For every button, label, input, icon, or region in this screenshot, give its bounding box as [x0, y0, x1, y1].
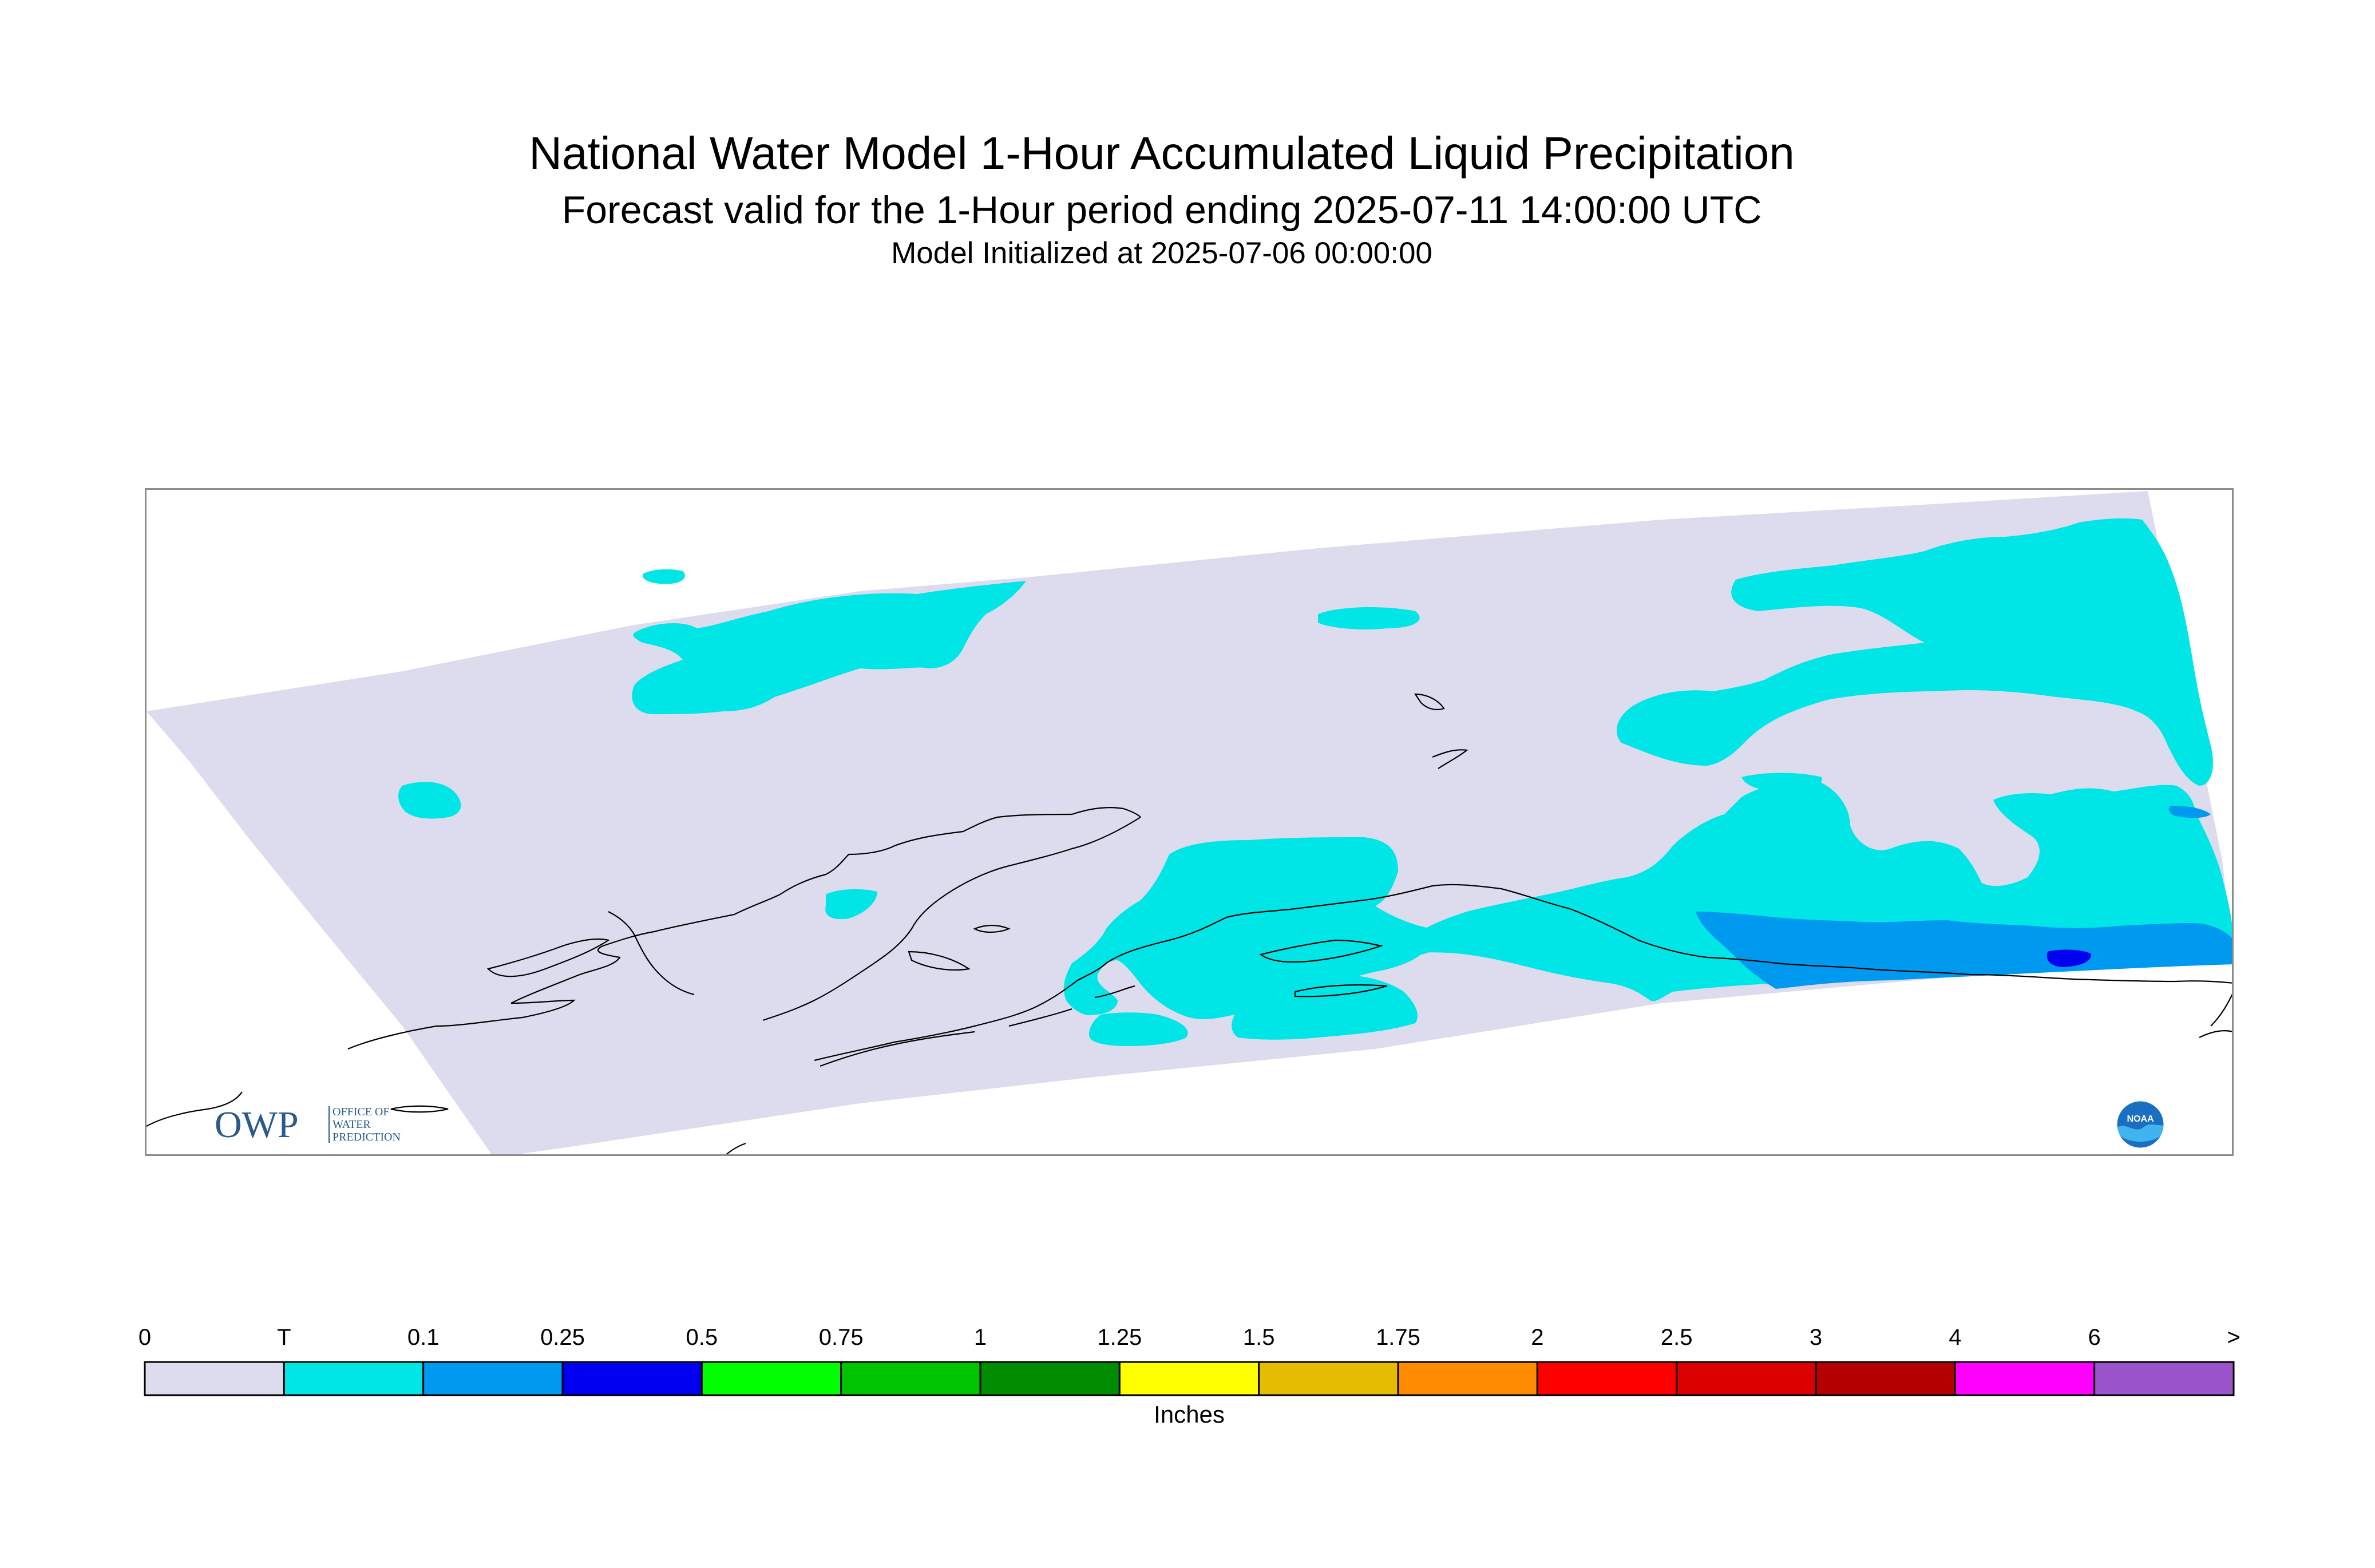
- legend-tick-label: 0: [138, 1325, 151, 1350]
- precipitation-map: [147, 491, 2232, 1154]
- legend-tick-label: 1.25: [1097, 1325, 1142, 1350]
- precip-025-area: [2047, 949, 2091, 967]
- noaa-logo: NOAA: [2115, 1099, 2166, 1150]
- legend-tick-label: 2.5: [1661, 1325, 1693, 1350]
- precip-trace-area: [1616, 518, 2213, 786]
- precip-trace-area: [398, 782, 461, 819]
- legend-bin: [422, 1361, 564, 1396]
- legend-bin: [1676, 1361, 1817, 1396]
- precip-trace-area: [1318, 607, 1420, 629]
- legend-tick-label: 1: [974, 1325, 987, 1350]
- coastline-east: [2199, 993, 2232, 1038]
- legend-unit-label: Inches: [1154, 1401, 1225, 1428]
- legend-bin: [1815, 1361, 1956, 1396]
- outside-domain-area: [147, 711, 492, 1154]
- noaa-logo-inner: [2115, 1099, 2166, 1150]
- precip-trace-area: [1232, 970, 1418, 1040]
- owp-logo-line: PREDICTION: [332, 1131, 401, 1143]
- legend-tick-label: 2: [1531, 1325, 1543, 1350]
- legend-bin: [144, 1361, 285, 1396]
- coastline-yukon-delta: [608, 911, 695, 996]
- map-panel: [145, 488, 2234, 1156]
- precip-01-areas: [1696, 806, 2232, 989]
- legend-tick-label: 0.1: [407, 1325, 440, 1350]
- page-title: National Water Model 1-Hour Accumulated …: [529, 128, 1795, 179]
- noaa-logo-wave: [2117, 1124, 2163, 1142]
- legend-tick-label: 4: [1949, 1325, 1961, 1350]
- forecast-valid-subtitle: Forecast valid for the 1-Hour period end…: [561, 188, 1762, 232]
- legend-tick-label: 3: [1810, 1325, 1822, 1350]
- precip-trace-area: [643, 569, 685, 584]
- precip-trace-area: [1741, 773, 1822, 791]
- owp-logo-mark: OWP: [215, 1104, 299, 1146]
- coastline-gulf: [762, 817, 1141, 1021]
- precip-025-areas: [2047, 949, 2091, 967]
- legend-tick-label: 1.75: [1376, 1325, 1420, 1350]
- precip-trace-area: [825, 889, 877, 920]
- precip-01-area: [1696, 912, 2232, 989]
- legend-tick-label: 0.75: [819, 1325, 864, 1350]
- legend-bin: [1118, 1361, 1260, 1396]
- owp-logo-line: WATER: [332, 1118, 371, 1131]
- precip-trace-area: [1063, 837, 1439, 1019]
- title-block: National Water Model 1-Hour Accumulated …: [0, 0, 2375, 298]
- legend-bin: [561, 1361, 703, 1396]
- precip-trace-area: [632, 581, 1026, 714]
- coastline-island: [1259, 939, 1383, 963]
- model-domain-area: [147, 491, 2232, 1154]
- owp-logo-line: OFFICE OF: [332, 1106, 389, 1118]
- noaa-logo-text: NOAA: [2127, 1114, 2154, 1124]
- legend-tick-label: >: [2227, 1325, 2240, 1350]
- legend-tick-label: 0.25: [540, 1325, 585, 1350]
- coastline-alaska-peninsula: [814, 884, 2232, 1062]
- coastline-aleutians: [820, 985, 1135, 1067]
- legend-tick-label: T: [277, 1325, 291, 1350]
- coastlines: [147, 693, 2232, 1154]
- legend-bin: [283, 1361, 425, 1396]
- coastline-island: [908, 951, 971, 971]
- coastline-mainland: [347, 806, 1141, 1050]
- legend-bin: [1954, 1361, 2096, 1396]
- coastline-island: [486, 938, 610, 977]
- coastline-island: [1414, 693, 1445, 711]
- owp-logo: OWP OFFICE OF WATER PREDICTION: [215, 1104, 401, 1146]
- legend-bin: [840, 1361, 981, 1396]
- legend-tick-label: 1.5: [1243, 1325, 1275, 1350]
- legend-bin: [700, 1361, 842, 1396]
- legend-bin: [1258, 1361, 1399, 1396]
- legend-bin: [1536, 1361, 1678, 1396]
- legend-tick-label: 6: [2088, 1325, 2101, 1350]
- precip-01-area: [2168, 806, 2211, 818]
- legend-bin: [1397, 1361, 1538, 1396]
- coastline-island: [1294, 984, 1387, 997]
- coastline-island: [973, 924, 1011, 933]
- precip-trace-area: [1089, 1012, 1188, 1046]
- legend-tick-label: 0.5: [686, 1325, 718, 1350]
- legend-bin: [979, 1361, 1121, 1396]
- legend-colorbar: 0 T 0.1 0.25 0.5 0.75 1 1.25 1.5 1.75 2 2.5 3 4 6 >: [138, 1325, 2241, 1396]
- precip-trace-area: [1976, 609, 2035, 625]
- coastline-island: [390, 1105, 449, 1113]
- legend: 0 T 0.1 0.25 0.5 0.75 1 1.25 1.5 1.75 2 2.5 3 4 6 >: [0, 1299, 2375, 1448]
- legend-bin: [2093, 1361, 2235, 1396]
- coastline-island: [1432, 749, 1468, 769]
- coastline-west: [147, 1091, 746, 1154]
- model-initialized-label: Model Initialized at 2025-07-06 00:00:00: [891, 236, 1432, 270]
